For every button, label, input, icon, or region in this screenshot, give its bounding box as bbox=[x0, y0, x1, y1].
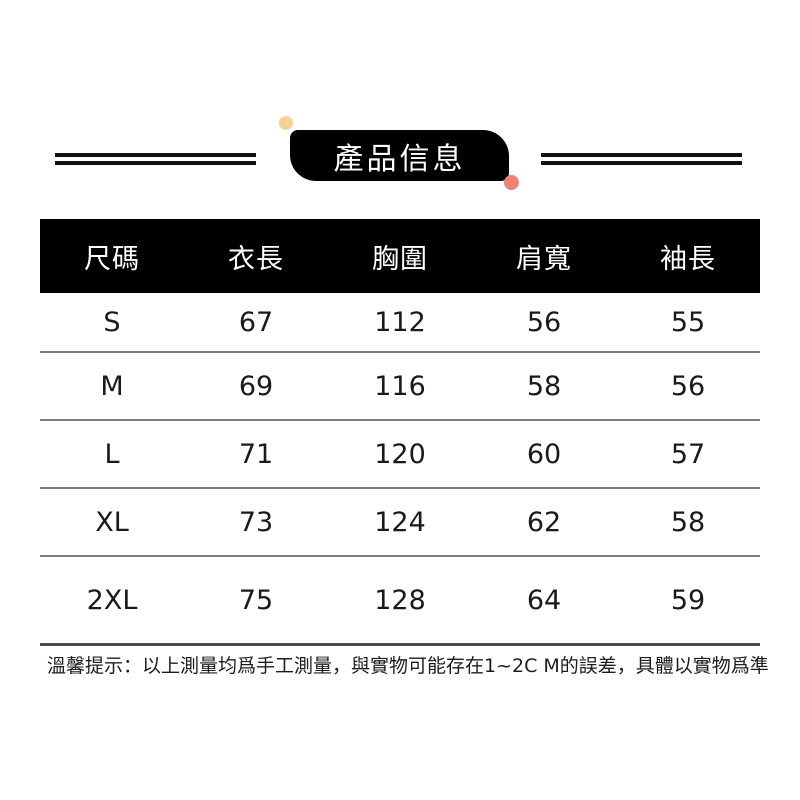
table-row: XL 73 124 62 58 bbox=[40, 489, 760, 557]
size-cell: XL bbox=[95, 506, 129, 538]
size-cell: 2XL bbox=[86, 584, 138, 616]
table-header-row: 尺碼 衣長 胸圍 肩寬 袖長 bbox=[40, 219, 760, 293]
size-table: 尺碼 衣長 胸圍 肩寬 袖長 S 67 112 56 55 M 69 116 5… bbox=[40, 219, 760, 646]
value-cell: 58 bbox=[526, 370, 562, 402]
header-cell-shoulder: 肩寬 bbox=[516, 243, 572, 275]
table-row: 2XL 75 128 64 59 bbox=[40, 557, 760, 646]
value-cell: 71 bbox=[238, 438, 274, 470]
decor-line-right-top bbox=[541, 153, 742, 157]
value-cell: 56 bbox=[526, 306, 562, 338]
header-cell-length: 衣長 bbox=[228, 243, 284, 275]
table-row: M 69 116 58 56 bbox=[40, 353, 760, 421]
value-cell: 73 bbox=[238, 506, 274, 538]
decor-line-left-bottom bbox=[55, 161, 256, 165]
size-cell: M bbox=[100, 370, 124, 402]
value-cell: 57 bbox=[670, 438, 706, 470]
value-cell: 62 bbox=[526, 506, 562, 538]
size-cell: S bbox=[103, 306, 121, 338]
header-cell-sleeve: 袖長 bbox=[660, 243, 716, 275]
decor-line-right-bottom bbox=[541, 161, 742, 165]
header-cell-size: 尺碼 bbox=[84, 243, 140, 275]
header-cell-chest: 胸圍 bbox=[372, 243, 428, 275]
value-cell: 64 bbox=[526, 584, 562, 616]
value-cell: 67 bbox=[238, 306, 274, 338]
decor-dot-coral bbox=[504, 175, 519, 190]
measurement-note: 溫馨提示：以上測量均爲手工測量，與實物可能存在1~2C M的誤差，具體以實物爲準 bbox=[47, 655, 769, 677]
value-cell: 116 bbox=[374, 370, 426, 402]
value-cell: 55 bbox=[670, 306, 706, 338]
page-title: 產品信息 bbox=[333, 141, 466, 177]
table-row: S 67 112 56 55 bbox=[40, 293, 760, 353]
value-cell: 58 bbox=[670, 506, 706, 538]
value-cell: 112 bbox=[374, 306, 426, 338]
value-cell: 56 bbox=[670, 370, 706, 402]
value-cell: 128 bbox=[374, 584, 426, 616]
value-cell: 59 bbox=[670, 584, 706, 616]
value-cell: 120 bbox=[374, 438, 426, 470]
size-cell: L bbox=[104, 438, 120, 470]
decor-dot-yellow bbox=[279, 116, 293, 130]
value-cell: 60 bbox=[526, 438, 562, 470]
value-cell: 69 bbox=[238, 370, 274, 402]
title-banner: 產品信息 bbox=[290, 130, 509, 181]
value-cell: 75 bbox=[238, 584, 274, 616]
table-row: L 71 120 60 57 bbox=[40, 421, 760, 489]
value-cell: 124 bbox=[374, 506, 426, 538]
decor-line-left-top bbox=[55, 153, 256, 157]
